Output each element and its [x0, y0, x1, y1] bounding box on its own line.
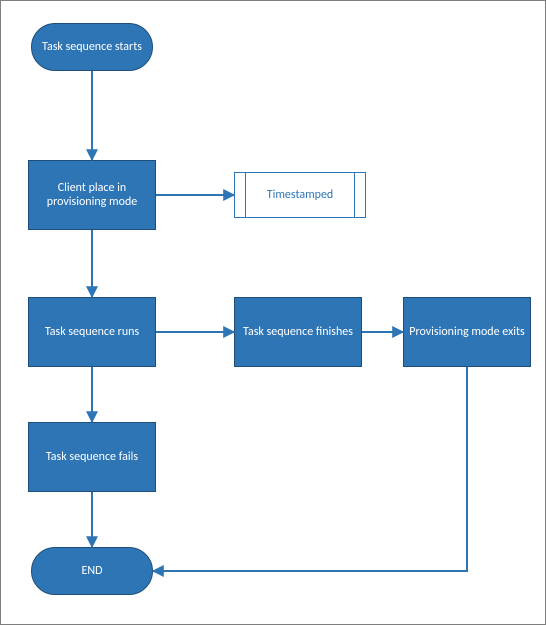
node-task-sequence-fails: Task sequence fails: [28, 422, 156, 492]
node-start-label: Task sequence starts: [42, 40, 142, 54]
node-task-sequence-finishes: Task sequence finishes: [234, 297, 362, 367]
node-provisioning-mode-exits: Provisioning mode exits: [403, 297, 531, 367]
node-client-place: Client place in provisioning mode: [28, 160, 156, 230]
node-end: END: [31, 547, 153, 595]
node-start: Task sequence starts: [31, 23, 153, 71]
node-task-sequence-finishes-label: Task sequence finishes: [243, 325, 353, 339]
node-end-label: END: [82, 564, 103, 578]
node-task-sequence-runs: Task sequence runs: [28, 297, 156, 367]
node-task-sequence-fails-label: Task sequence fails: [46, 450, 138, 464]
flowchart-canvas: Task sequence starts Client place in pro…: [0, 0, 546, 625]
node-task-sequence-runs-label: Task sequence runs: [45, 325, 139, 339]
timestamped-inner-line-right: [354, 173, 355, 217]
timestamped-inner-line-left: [245, 173, 246, 217]
node-client-place-label: Client place in provisioning mode: [29, 181, 155, 210]
node-timestamped-label: Timestamped: [267, 188, 334, 202]
node-provisioning-mode-exits-label: Provisioning mode exits: [409, 325, 525, 339]
node-timestamped: Timestamped: [234, 172, 366, 218]
